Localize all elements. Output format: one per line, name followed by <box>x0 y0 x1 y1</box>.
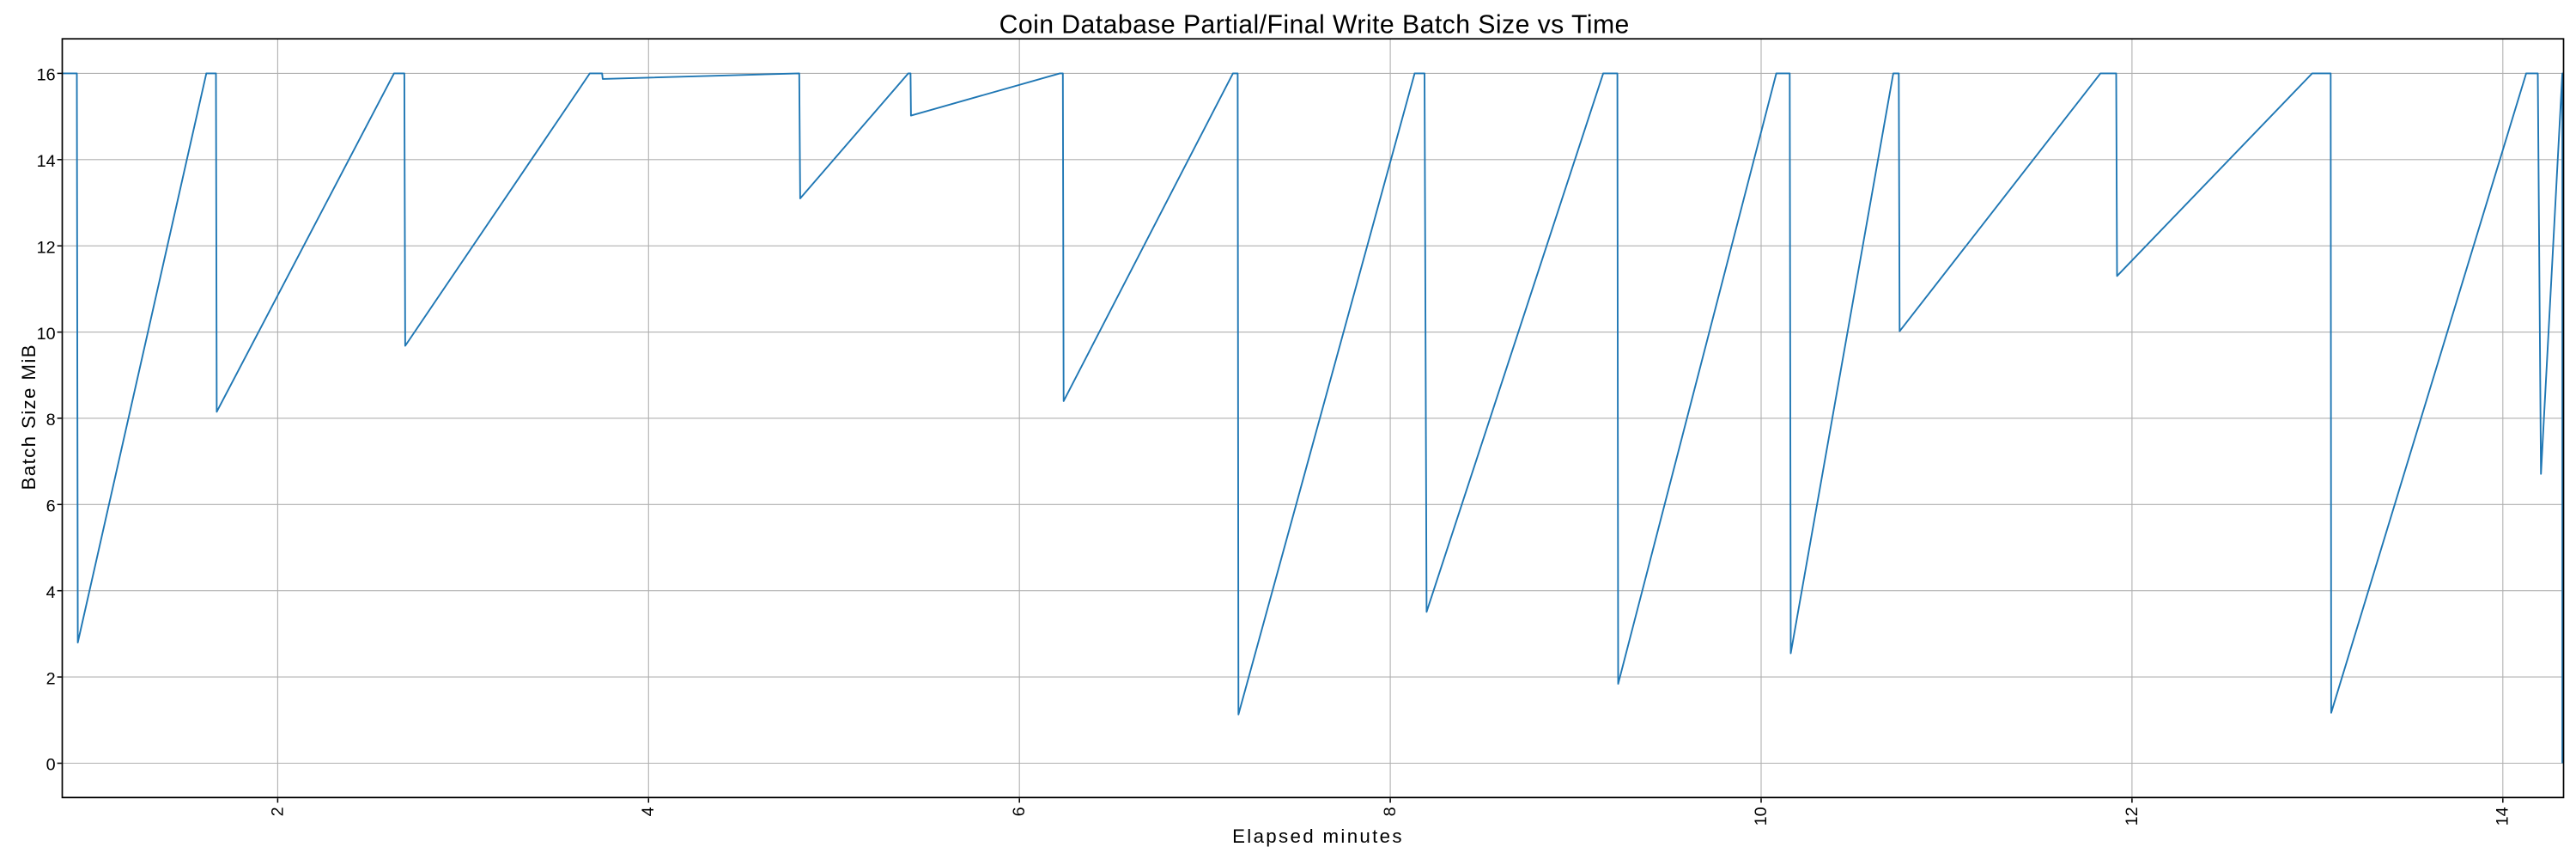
svg-text:8: 8 <box>46 411 56 430</box>
svg-text:8: 8 <box>1381 807 1400 816</box>
svg-text:4: 4 <box>46 583 56 602</box>
svg-text:10: 10 <box>37 325 56 344</box>
svg-text:10: 10 <box>1752 807 1771 825</box>
svg-text:2: 2 <box>46 669 56 688</box>
svg-text:6: 6 <box>1010 807 1029 816</box>
svg-text:12: 12 <box>37 238 56 257</box>
svg-text:4: 4 <box>639 807 658 816</box>
svg-text:Batch Size MiB: Batch Size MiB <box>18 344 39 490</box>
svg-text:Coin Database Partial/Final Wr: Coin Database Partial/Final Write Batch … <box>999 11 1630 40</box>
svg-text:12: 12 <box>2123 807 2142 825</box>
svg-text:6: 6 <box>46 497 56 516</box>
svg-text:16: 16 <box>37 66 56 85</box>
svg-text:Elapsed minutes: Elapsed minutes <box>1232 825 1404 847</box>
svg-text:2: 2 <box>268 807 287 816</box>
svg-text:14: 14 <box>37 152 56 171</box>
svg-text:0: 0 <box>46 756 56 775</box>
svg-text:14: 14 <box>2494 807 2512 825</box>
